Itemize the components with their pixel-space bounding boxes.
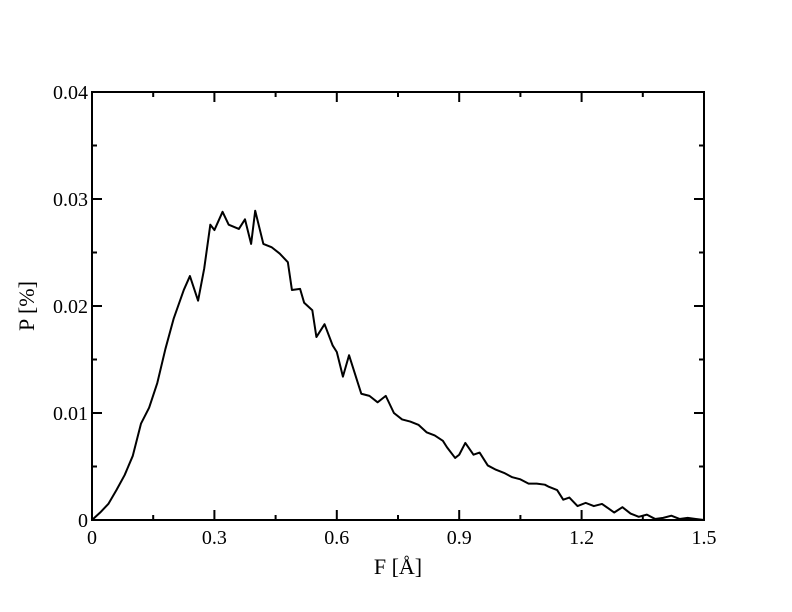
- x-tick-label: 1.5: [692, 527, 717, 549]
- x-tick-labels: 0 0.3 0.6 0.9 1.2 1.5: [87, 527, 717, 549]
- x-tick-label: 0: [87, 527, 97, 549]
- x-tick-label: 0.6: [324, 527, 349, 549]
- y-tick-label: 0.01: [53, 403, 88, 425]
- x-axis-label: F [Å]: [374, 554, 422, 579]
- x-tick-label: 0.9: [447, 527, 472, 549]
- y-tick-label: 0.04: [53, 82, 88, 104]
- y-tick-label: 0.03: [53, 189, 88, 211]
- plot-frame: [91, 91, 705, 521]
- y-tick-label: 0.02: [53, 296, 88, 318]
- y-axis-label: P [%]: [14, 281, 39, 331]
- x-tick-label: 0.3: [202, 527, 227, 549]
- x-tick-label: 1.2: [569, 527, 594, 549]
- series-line: [91, 209, 705, 521]
- y-tick-labels: 0 0.01 0.02 0.03 0.04: [53, 82, 88, 532]
- y-tick-label: 0: [78, 510, 88, 532]
- tick-marks: [91, 91, 705, 521]
